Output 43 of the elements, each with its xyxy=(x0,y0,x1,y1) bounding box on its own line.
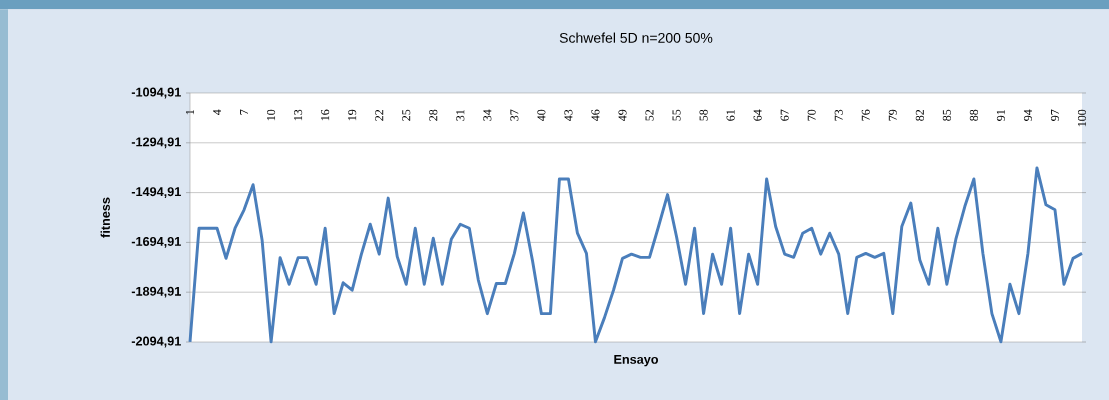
x-tick-label: 22 xyxy=(375,109,384,121)
x-tick-label: 64 xyxy=(753,109,762,121)
x-tick-label: 76 xyxy=(861,109,870,121)
x-tick-label: 1 xyxy=(186,109,194,115)
x-tick-label: 25 xyxy=(402,109,411,121)
x-tick-label: 61 xyxy=(726,109,735,121)
x-tick-label: 82 xyxy=(915,109,924,121)
x-tick-label: 43 xyxy=(564,109,573,122)
x-tick-label: 52 xyxy=(645,109,654,121)
x-tick-label: 97 xyxy=(1050,109,1060,121)
x-tick-label: 19 xyxy=(348,109,357,121)
x-tick-label: 88 xyxy=(969,109,978,121)
y-tick-label: -1894,91 xyxy=(131,286,181,298)
x-tick-label: 100 xyxy=(1077,109,1087,127)
y-tick-label: -1494,91 xyxy=(131,187,181,199)
x-tick-label: 10 xyxy=(267,109,276,121)
y-tick-label: -2094,91 xyxy=(131,336,181,348)
x-tick-label: 13 xyxy=(294,109,303,121)
x-tick-label: 28 xyxy=(429,109,438,121)
x-tick-label: 7 xyxy=(240,109,248,115)
x-tick-label: 58 xyxy=(699,109,708,121)
x-tick-label: 40 xyxy=(537,109,546,122)
chart-title: Schwefel 5D n=200 50% xyxy=(559,32,713,43)
x-tick-label: 70 xyxy=(807,109,816,121)
y-axis-title: fitness xyxy=(100,197,110,238)
y-tick-label: -1694,91 xyxy=(131,237,181,248)
x-tick-label: 4 xyxy=(213,109,221,116)
y-tick-label: -1294,91 xyxy=(131,137,181,149)
x-tick-label: 34 xyxy=(483,109,492,121)
x-tick-label: 31 xyxy=(456,109,465,121)
x-tick-label: 37 xyxy=(510,109,519,121)
x-axis-title: Ensayo xyxy=(614,355,659,367)
x-tick-label: 91 xyxy=(996,109,1005,121)
x-tick-label: 85 xyxy=(942,109,951,121)
x-tick-label: 55 xyxy=(672,109,681,121)
x-tick-label: 49 xyxy=(618,109,627,122)
x-tick-label: 67 xyxy=(780,109,789,121)
x-tick-label: 16 xyxy=(321,109,330,121)
x-tick-label: 46 xyxy=(591,109,600,122)
x-tick-label: 73 xyxy=(834,109,843,121)
y-tick-label: -1094,91 xyxy=(131,87,181,99)
x-tick-label: 94 xyxy=(1023,109,1032,121)
x-tick-label: 79 xyxy=(888,109,897,121)
